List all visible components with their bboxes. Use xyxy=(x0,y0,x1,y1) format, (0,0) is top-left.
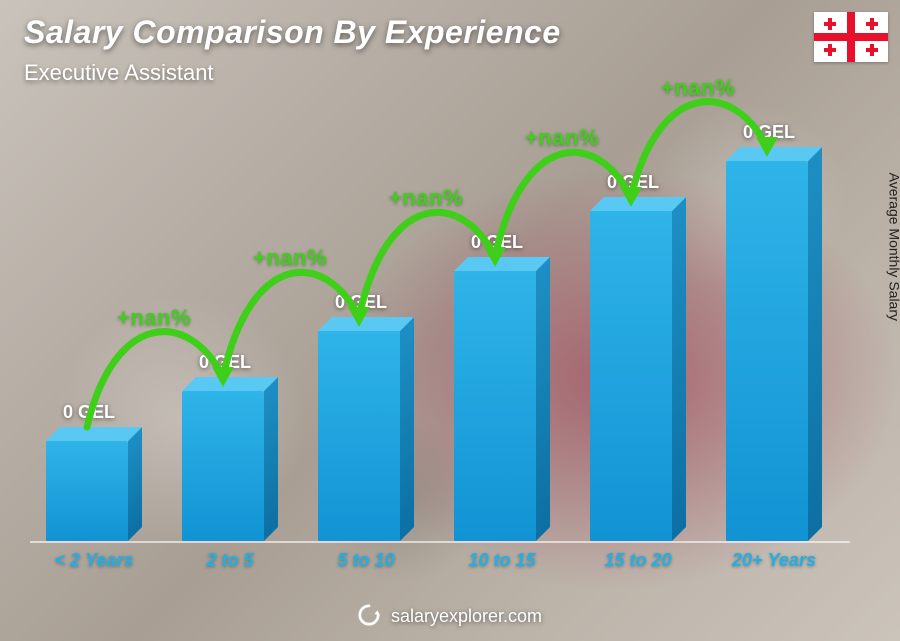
x-axis-label: 2 to 5 xyxy=(170,550,290,571)
bar xyxy=(318,331,414,541)
bar-value-label: 0 GEL xyxy=(306,292,416,313)
x-axis-label: < 2 Years xyxy=(34,550,154,571)
bar-value-label: 0 GEL xyxy=(578,172,688,193)
bar-group: < 2 Years 0 GEL xyxy=(34,110,154,571)
chart-subtitle: Executive Assistant xyxy=(24,60,214,86)
bar xyxy=(454,271,550,541)
x-axis-label: 10 to 15 xyxy=(442,550,562,571)
bar-group: 2 to 5 0 GEL xyxy=(170,110,290,571)
x-axis-label: 5 to 10 xyxy=(306,550,426,571)
bar-value-label: 0 GEL xyxy=(442,232,552,253)
bar-group: 10 to 15 0 GEL xyxy=(442,110,562,571)
chart-title: Salary Comparison By Experience xyxy=(24,14,561,51)
footer: salaryexplorer.com xyxy=(0,604,900,627)
bar-group: 20+ Years 0 GEL xyxy=(714,110,834,571)
bar-group: 5 to 10 0 GEL xyxy=(306,110,426,571)
bar-chart: < 2 Years 0 GEL 2 to 5 0 GEL +nan% 5 to 10 0 G… xyxy=(30,110,850,571)
bar xyxy=(590,211,686,541)
delta-label: +nan% xyxy=(117,305,191,331)
bar-value-label: 0 GEL xyxy=(714,122,824,143)
y-axis-label: Average Monthly Salary xyxy=(886,172,900,320)
bar-value-label: 0 GEL xyxy=(170,352,280,373)
x-axis-label: 15 to 20 xyxy=(578,550,698,571)
bar xyxy=(182,391,278,541)
footer-text: salaryexplorer.com xyxy=(391,606,542,626)
delta-label: +nan% xyxy=(661,75,735,101)
delta-label: +nan% xyxy=(525,125,599,151)
country-flag-icon xyxy=(814,12,888,62)
bar-group: 15 to 20 0 GEL xyxy=(578,110,698,571)
bar xyxy=(46,441,142,541)
infographic-stage: Salary Comparison By Experience Executiv… xyxy=(0,0,900,641)
delta-label: +nan% xyxy=(253,245,327,271)
x-axis-label: 20+ Years xyxy=(714,550,834,571)
bar xyxy=(726,161,822,541)
logo-icon xyxy=(358,604,380,626)
delta-label: +nan% xyxy=(389,185,463,211)
bar-value-label: 0 GEL xyxy=(34,402,144,423)
